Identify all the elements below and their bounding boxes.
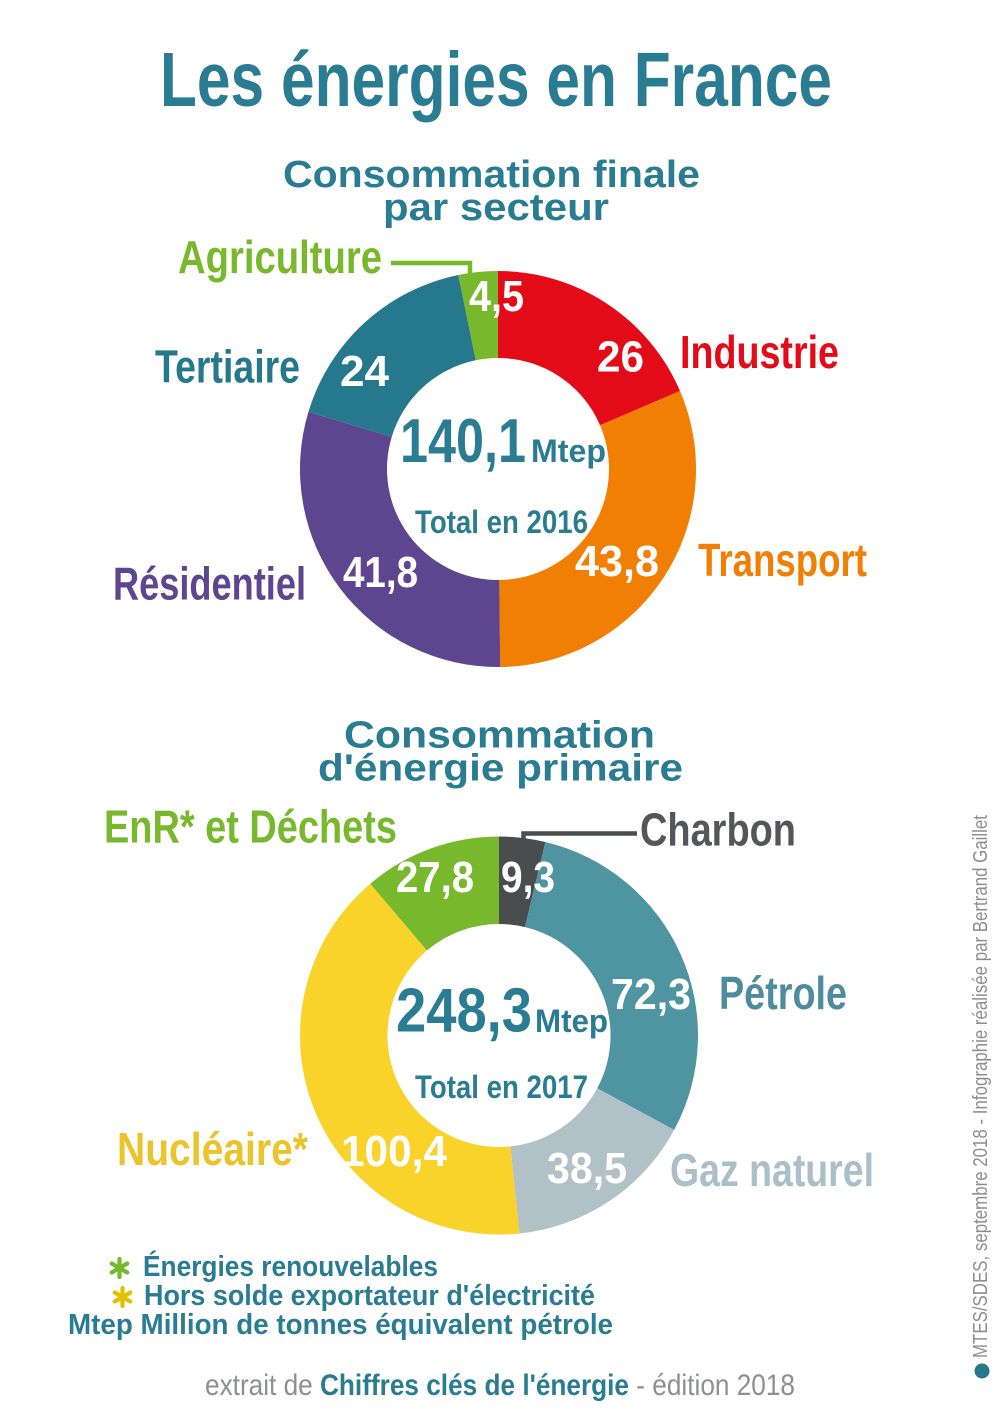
svg-text:140,1: 140,1 bbox=[400, 407, 526, 476]
svg-text:Charbon: Charbon bbox=[640, 804, 796, 856]
svg-text:Transport: Transport bbox=[698, 534, 867, 586]
svg-text:9,3: 9,3 bbox=[501, 854, 555, 902]
svg-text:Les énergies en France: Les énergies en France bbox=[160, 37, 832, 123]
svg-text:43,8: 43,8 bbox=[575, 538, 659, 586]
svg-text:248,3: 248,3 bbox=[396, 977, 532, 1046]
svg-text:38,5: 38,5 bbox=[547, 1145, 627, 1193]
svg-text:Énergies renouvelables: Énergies renouvelables bbox=[143, 1249, 438, 1283]
svg-text:Agriculture: Agriculture bbox=[178, 231, 382, 283]
svg-text:Consommation: Consommation bbox=[344, 715, 655, 757]
svg-text:41,8: 41,8 bbox=[343, 549, 418, 597]
svg-text:100,4: 100,4 bbox=[341, 1128, 447, 1176]
svg-text:24: 24 bbox=[340, 348, 389, 396]
svg-text:26: 26 bbox=[597, 334, 644, 382]
svg-text:Gaz naturel: Gaz naturel bbox=[670, 1144, 874, 1196]
svg-text:Résidentiel: Résidentiel bbox=[113, 558, 306, 610]
svg-text:EnR* et Déchets: EnR* et Déchets bbox=[104, 801, 397, 853]
svg-text:Mtep Million de tonnes équival: Mtep Million de tonnes équivalent pétrol… bbox=[68, 1309, 613, 1341]
svg-text:Mtep: Mtep bbox=[535, 1003, 608, 1039]
svg-text:Total en 2017: Total en 2017 bbox=[415, 1069, 588, 1105]
svg-text:Industrie: Industrie bbox=[680, 326, 839, 378]
svg-text:Pétrole: Pétrole bbox=[719, 967, 847, 1019]
svg-text:Mtep: Mtep bbox=[531, 433, 606, 469]
svg-text:4,5: 4,5 bbox=[469, 273, 524, 321]
svg-text:27,8: 27,8 bbox=[396, 854, 474, 902]
svg-text:d'énergie primaire: d'énergie primaire bbox=[318, 748, 683, 790]
svg-text:Nucléaire*: Nucléaire* bbox=[117, 1123, 308, 1175]
svg-text:MTES/SDES, septembre 2018 - In: MTES/SDES, septembre 2018 - Infographie … bbox=[970, 815, 992, 1358]
svg-text:Tertiaire: Tertiaire bbox=[155, 341, 300, 393]
svg-text:72,3: 72,3 bbox=[611, 971, 691, 1019]
svg-text:Hors solde exportateur d'élect: Hors solde exportateur d'électricité bbox=[144, 1280, 595, 1312]
svg-text:par secteur: par secteur bbox=[383, 187, 609, 229]
svg-text:Total en 2016: Total en 2016 bbox=[415, 504, 588, 540]
svg-text:extrait de Chiffres clés de l': extrait de Chiffres clés de l'énergie - … bbox=[205, 1369, 795, 1402]
svg-text:Consommation finale: Consommation finale bbox=[283, 154, 700, 196]
